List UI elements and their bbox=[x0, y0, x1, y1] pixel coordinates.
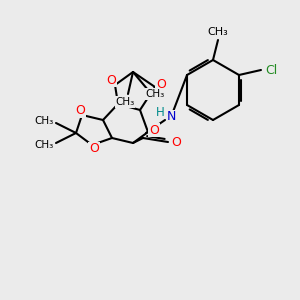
Text: O: O bbox=[89, 142, 99, 155]
Text: CH₃: CH₃ bbox=[34, 116, 54, 126]
Text: CH₃: CH₃ bbox=[34, 140, 54, 150]
Text: CH₃: CH₃ bbox=[208, 27, 228, 37]
Text: O: O bbox=[171, 136, 181, 148]
Text: N: N bbox=[166, 110, 176, 124]
Text: O: O bbox=[75, 104, 85, 118]
Text: O: O bbox=[106, 74, 116, 86]
Text: CH₃: CH₃ bbox=[146, 89, 165, 99]
Text: Cl: Cl bbox=[265, 64, 277, 76]
Text: O: O bbox=[149, 124, 159, 136]
Text: CH₃: CH₃ bbox=[116, 97, 135, 107]
Text: O: O bbox=[156, 77, 166, 91]
Text: H: H bbox=[156, 106, 164, 118]
